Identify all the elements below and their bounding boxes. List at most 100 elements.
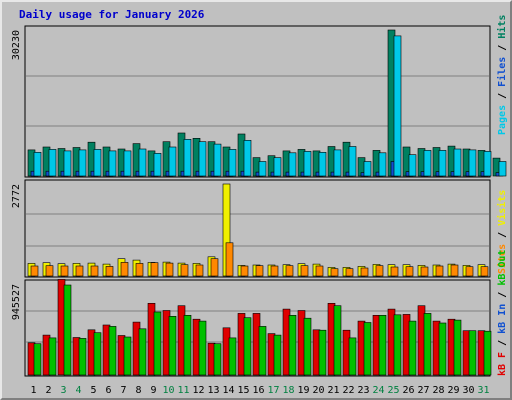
bar-top-pages-17 [273, 157, 282, 177]
bar-mid-sites-5 [90, 265, 99, 277]
bar-mid-sites-31 [480, 266, 489, 277]
bar-mid-sites-17 [270, 265, 279, 277]
x-tick-day-9: 9 [150, 385, 156, 396]
bar-bot-kb-out-30 [468, 330, 477, 376]
bar-mid-sites-28 [435, 265, 444, 277]
bar-top-pages-10 [168, 146, 177, 177]
bar-mid-sites-16 [255, 265, 264, 277]
bar-bot-kb-out-22 [348, 337, 357, 376]
bar-mid-sites-29 [450, 264, 459, 277]
bar-mid-sites-21 [330, 268, 339, 277]
bar-bot-kb-out-3 [63, 284, 72, 376]
bar-bot-kb-out-18 [288, 314, 297, 376]
bar-top-pages-16 [258, 161, 267, 177]
x-tick-day-29: 29 [447, 385, 459, 396]
bar-mid-sites-30 [465, 266, 474, 277]
bar-mid-sites-22 [345, 268, 354, 277]
x-tick-day-6: 6 [105, 385, 111, 396]
legend-pages-files-hits-part: / [497, 39, 508, 57]
legend-kb-part: kB Out [497, 250, 508, 286]
bar-bot-kb-out-27 [423, 313, 432, 376]
bar-bot-kb-out-5 [93, 332, 102, 376]
bar-bot-kb-out-1 [33, 343, 42, 376]
bar-bot-kb-out-28 [438, 322, 447, 376]
bar-bot-kb-out-2 [48, 337, 57, 376]
bar-mid-sites-25 [390, 266, 399, 277]
bar-mid-sites-13 [210, 258, 219, 277]
x-tick-day-15: 15 [237, 385, 249, 396]
bar-mid-sites-19 [300, 265, 309, 277]
x-tick-day-19: 19 [297, 385, 309, 396]
bar-top-pages-26 [408, 154, 417, 177]
x-tick-day-10: 10 [162, 385, 174, 396]
x-tick-day-28: 28 [432, 385, 444, 396]
bar-top-pages-12 [198, 141, 207, 177]
bar-top-pages-11 [183, 139, 192, 177]
bar-bot-kb-out-16 [258, 326, 267, 376]
bar-mid-sites-26 [405, 266, 414, 277]
bar-mid-sites-20 [315, 265, 324, 277]
bar-bot-kb-out-31 [483, 330, 492, 376]
bar-top-pages-19 [303, 151, 312, 177]
bar-top-pages-5 [93, 149, 102, 177]
legend-pages-files-hits-part: Files [496, 57, 508, 87]
x-tick-day-27: 27 [417, 385, 429, 396]
bar-top-pages-9 [153, 153, 162, 177]
bar-top-pages-3 [63, 150, 72, 177]
bar-bot-kb-out-24 [378, 314, 387, 376]
bar-bot-kb-out-14 [228, 337, 237, 376]
bar-top-pages-13 [213, 143, 222, 177]
bar-top-pages-7 [123, 150, 132, 177]
bar-top-pages-15 [243, 140, 252, 177]
bar-mid-sites-24 [375, 265, 384, 277]
bar-bot-kb-out-17 [273, 334, 282, 376]
bar-mid-sites-23 [360, 267, 369, 277]
bar-top-pages-28 [438, 150, 447, 177]
bar-bot-kb-out-29 [453, 319, 462, 376]
bar-bot-kb-out-4 [78, 338, 87, 376]
bar-bot-kb-out-25 [393, 314, 402, 376]
bar-mid-sites-9 [150, 262, 159, 277]
bar-mid-sites-10 [165, 262, 174, 277]
x-tick-day-1: 1 [30, 385, 36, 396]
bar-mid-sites-4 [75, 265, 84, 277]
bar-mid-sites-27 [420, 266, 429, 277]
bar-bot-kb-out-8 [138, 328, 147, 376]
bar-bot-kb-out-15 [243, 317, 252, 376]
y-max-label-top: 30230 [11, 30, 22, 60]
bar-top-pages-8 [138, 148, 147, 177]
x-tick-day-3: 3 [60, 385, 66, 396]
bar-bot-kb-out-20 [318, 329, 327, 376]
x-tick-day-17: 17 [267, 385, 279, 396]
legend-kb-part: kB In [497, 304, 508, 334]
bar-top-pages-23 [363, 161, 372, 177]
chart-title: Daily usage for January 2026 [19, 8, 205, 21]
x-tick-day-12: 12 [192, 385, 204, 396]
bar-bot-kb-out-23 [363, 322, 372, 376]
bar-top-pages-30 [468, 149, 477, 177]
bar-top-pages-1 [33, 152, 42, 177]
bar-bot-kb-out-6 [108, 326, 117, 376]
bar-top-pages-29 [453, 148, 462, 177]
x-tick-day-14: 14 [222, 385, 234, 396]
legend-sites-visits-part: / [497, 226, 508, 244]
bar-mid-sites-6 [105, 266, 114, 277]
x-tick-day-18: 18 [282, 385, 294, 396]
legend-pages-files-hits-part: Hits [496, 15, 508, 39]
bar-mid-sites-12 [195, 264, 204, 277]
panel-mid [24, 179, 491, 278]
bar-mid-sites-2 [45, 265, 54, 277]
bar-mid-sites-8 [135, 263, 144, 277]
bar-mid-sites-14 [225, 242, 234, 277]
legend-kb-part: kB F [497, 352, 508, 376]
legend-pages-files-hits: Pages / Files / Hits [496, 15, 508, 135]
x-tick-day-8: 8 [135, 385, 141, 396]
x-tick-day-13: 13 [207, 385, 219, 396]
bar-bot-kb-out-26 [408, 320, 417, 376]
bar-bot-kb-out-21 [333, 305, 342, 376]
bar-top-pages-undefined [498, 161, 507, 177]
x-tick-day-16: 16 [252, 385, 264, 396]
bar-mid-sites-15 [240, 265, 249, 277]
legend-kb-part: / [497, 286, 508, 304]
